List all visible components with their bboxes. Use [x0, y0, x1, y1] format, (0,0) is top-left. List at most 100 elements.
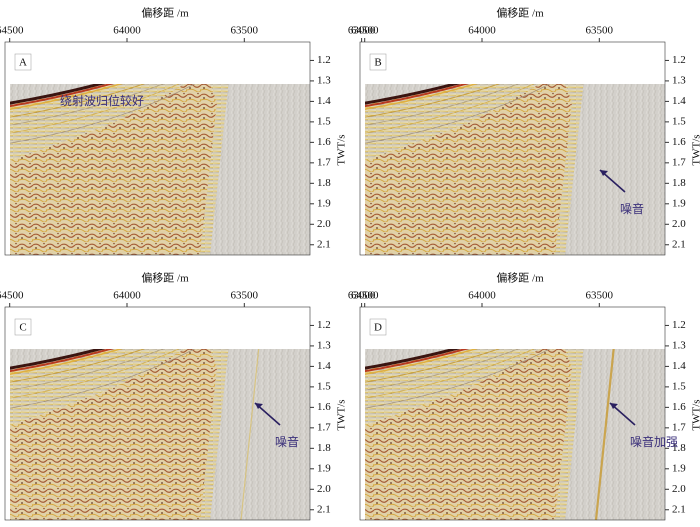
chaotic-zone [10, 349, 217, 520]
arrow-head [255, 403, 263, 409]
y-tick-label: 2.1 [672, 503, 686, 515]
x-tick-label: 63500 [231, 290, 259, 302]
reflector [365, 349, 551, 409]
frame [359, 41, 666, 256]
y-tick-label: 1.6 [317, 401, 331, 413]
y-axis-title: TWT/s [336, 399, 348, 430]
y-tick-label: 2.0 [672, 218, 686, 230]
y-axis-title: TWT/s [691, 134, 700, 165]
chaotic-zone [365, 349, 572, 520]
x-tick-label: 64000 [113, 290, 141, 302]
y-tick-label: 1.5 [317, 115, 331, 127]
y-tick-label: 1.2 [672, 319, 686, 331]
y-tick-label: 1.4 [672, 95, 686, 107]
reflector [365, 349, 479, 375]
reflector [10, 84, 164, 126]
annotation: 噪音 [275, 434, 299, 449]
x-tick-label: 64500 [351, 290, 379, 302]
frame [4, 41, 311, 256]
y-tick-label: 1.9 [672, 197, 686, 209]
y-tick-label: 1.2 [672, 54, 686, 66]
x-tick-label: 64500 [0, 25, 24, 37]
y-tick-label: 1.8 [317, 177, 331, 189]
annotation: 噪音加强 [630, 434, 678, 449]
y-tick-label: 1.4 [317, 360, 331, 372]
panel-label: C [19, 322, 26, 334]
y-tick-label: 2.0 [317, 483, 331, 495]
panel-label: D [374, 322, 382, 334]
y-tick-label: 2.0 [672, 483, 686, 495]
y-tick-label: 1.4 [317, 95, 331, 107]
x-tick-label: 63000 [348, 290, 376, 302]
y-tick-label: 1.8 [672, 442, 686, 454]
reflector [365, 84, 519, 126]
y-tick-label: 1.5 [672, 380, 686, 392]
y-tick-label: 1.6 [317, 136, 331, 148]
reflector [10, 349, 106, 370]
x-tick-label: 64000 [468, 25, 496, 37]
x-axis-title: 偏移距 /m [141, 271, 189, 285]
y-tick-label: 1.3 [317, 74, 331, 86]
y-tick-label: 1.7 [672, 156, 686, 168]
x-tick-label: 63500 [231, 25, 259, 37]
y-tick-label: 2.1 [672, 238, 686, 250]
panel-label: B [374, 57, 381, 69]
panel: 偏移距 /m 64500 64000 63500 63000 1.2 1.3 1.4 1.5 1.… [351, 271, 700, 521]
x-axis-title: 偏移距 /m [141, 6, 189, 20]
x-axis-title: 偏移距 /m [496, 271, 544, 285]
frame [359, 306, 666, 521]
panel: 偏移距 /m 64500 64000 63500 63000 1.2 1.3 1.4 1.5 1.… [0, 271, 376, 521]
y-tick-label: 1.7 [317, 421, 331, 433]
x-tick-label: 63000 [348, 25, 376, 37]
reflector [10, 349, 114, 373]
reflector [10, 84, 196, 144]
reflector [365, 84, 479, 110]
annotation: 噪音 [620, 201, 644, 216]
panel: 偏移距 /m 64500 64000 63500 63000 1.2 1.3 1.4 1.5 1.… [0, 6, 376, 256]
reflector [365, 349, 501, 383]
y-tick-label: 1.5 [317, 380, 331, 392]
y-tick-label: 1.2 [317, 319, 331, 331]
x-tick-label: 64000 [113, 25, 141, 37]
chaotic-zone [365, 84, 572, 255]
arrow-head [610, 403, 618, 409]
chaotic-zone [10, 84, 217, 255]
x-tick-label: 63500 [586, 290, 614, 302]
y-tick-label: 2.1 [317, 503, 331, 515]
y-tick-label: 1.3 [672, 74, 686, 86]
panel-label-box [14, 318, 32, 336]
panel-label-box [369, 318, 387, 336]
noise-streak [240, 349, 260, 521]
reflector [10, 349, 164, 391]
y-tick-label: 1.7 [672, 421, 686, 433]
reflector [365, 349, 535, 399]
noise-streak [594, 349, 615, 521]
y-tick-label: 1.8 [672, 177, 686, 189]
panel-label-box [14, 53, 32, 71]
y-axis-title: TWT/s [691, 399, 700, 430]
reflector [365, 84, 461, 105]
seismic-image [365, 84, 665, 255]
reflector [365, 349, 461, 370]
reflector [10, 84, 180, 134]
reflector [10, 84, 124, 110]
y-axis-title: TWT/s [336, 134, 348, 165]
reflector [365, 84, 535, 134]
reflector [365, 349, 519, 391]
panel-label: A [19, 57, 27, 69]
x-tick-label: 64500 [0, 290, 24, 302]
y-tick-label: 1.8 [317, 442, 331, 454]
reflector [10, 349, 196, 409]
frame [4, 306, 311, 521]
reflector [10, 84, 146, 118]
reflector [10, 349, 124, 375]
y-tick-label: 2.1 [317, 238, 331, 250]
y-tick-label: 1.5 [672, 115, 686, 127]
y-tick-label: 1.3 [672, 339, 686, 351]
arrow-head [600, 170, 608, 176]
x-axis-title: 偏移距 /m [496, 6, 544, 20]
y-tick-label: 1.9 [317, 197, 331, 209]
reflector [10, 84, 114, 108]
seismic-image [10, 84, 310, 255]
